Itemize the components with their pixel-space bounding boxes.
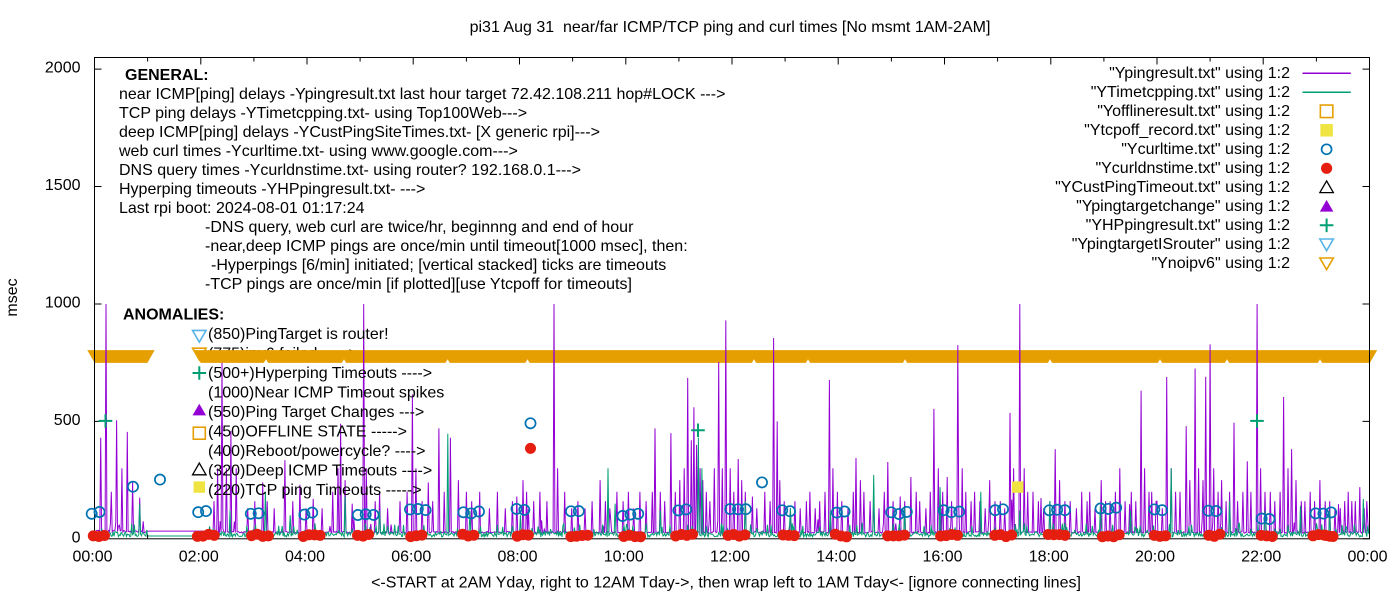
svg-text:-near,deep ICMP pings are once: -near,deep ICMP pings are once/min until… [205,238,688,255]
svg-text:"Ypingresult.txt" using 1:2: "Ypingresult.txt" using 1:2 [1109,65,1290,82]
svg-text:msec: msec [4,278,21,316]
svg-text:02:00: 02:00 [179,549,219,566]
svg-text:TCP ping delays -YTimetcpping.: TCP ping delays -YTimetcpping.txt- using… [119,105,527,122]
svg-text:22:00: 22:00 [1241,549,1281,566]
svg-text:1500: 1500 [45,177,81,194]
svg-text:"Ycurldnstime.txt" using 1:2: "Ycurldnstime.txt" using 1:2 [1095,160,1290,177]
svg-text:-DNS query, web curl are twice: -DNS query, web curl are twice/hr, begin… [205,219,634,236]
svg-text:500: 500 [54,412,81,429]
svg-text:ANOMALIES:: ANOMALIES: [123,307,224,324]
svg-text:"YHPpingresult.txt" using 1:2: "YHPpingresult.txt" using 1:2 [1086,217,1290,234]
svg-text:-TCP pings are once/min [if pl: -TCP pings are once/min [if plotted][use… [205,276,632,293]
svg-text:16:00: 16:00 [922,549,962,566]
svg-text:(320)Deep ICMP Timeouts ---->: (320)Deep ICMP Timeouts ----> [208,463,432,480]
svg-text:GENERAL:: GENERAL: [125,67,209,84]
svg-text:20:00: 20:00 [1135,549,1175,566]
svg-text:"Ycurltime.txt" using 1:2: "Ycurltime.txt" using 1:2 [1121,141,1290,158]
svg-text:"YTimetcpping.txt" using 1:2: "YTimetcpping.txt" using 1:2 [1091,84,1290,101]
svg-text:-Hyperpings [6/min] initiated;: -Hyperpings [6/min] initiated; [vertical… [211,257,666,274]
svg-text:"Ytcpoff_record.txt" using 1:2: "Ytcpoff_record.txt" using 1:2 [1084,122,1290,139]
svg-text:"Yofflineresult.txt" using 1:2: "Yofflineresult.txt" using 1:2 [1097,103,1290,120]
svg-text:04:00: 04:00 [285,549,325,566]
svg-text:06:00: 06:00 [391,549,431,566]
svg-text:(500+)Hyperping Timeouts ---->: (500+)Hyperping Timeouts ----> [208,365,432,382]
svg-text:(220)TCP ping Timeouts ----->: (220)TCP ping Timeouts -----> [208,482,422,499]
svg-text:deep ICMP[ping] delays -YCustP: deep ICMP[ping] delays -YCustPingSiteTim… [119,124,600,141]
svg-text:(1000)Near ICMP Timeout spikes: (1000)Near ICMP Timeout spikes [208,385,444,402]
svg-text:near ICMP[ping] delays -Ypingr: near ICMP[ping] delays -Ypingresult.txt … [119,86,725,103]
svg-text:00:00: 00:00 [1347,549,1387,566]
svg-text:12:00: 12:00 [710,549,750,566]
svg-text:(400)Reboot/powercycle? ---->: (400)Reboot/powercycle? ----> [208,443,425,460]
svg-text:00:00: 00:00 [72,549,112,566]
svg-text:14:00: 14:00 [816,549,856,566]
svg-text:18:00: 18:00 [1029,549,1069,566]
svg-text:(550)Ping Target Changes --->: (550)Ping Target Changes ---> [208,404,424,421]
svg-text:(450)OFFLINE STATE ----->: (450)OFFLINE STATE -----> [208,424,407,441]
svg-text:"Ynoipv6" using 1:2: "Ynoipv6" using 1:2 [1151,255,1290,272]
svg-text:<-START at 2AM Yday, right to: <-START at 2AM Yday, right to 12AM Tday-… [371,574,1081,591]
svg-text:10:00: 10:00 [604,549,644,566]
svg-text:1000: 1000 [45,295,81,312]
svg-text:08:00: 08:00 [497,549,537,566]
svg-text:"YCustPingTimeout.txt" using 1: "YCustPingTimeout.txt" using 1:2 [1055,179,1290,196]
svg-text:pi31 Aug 31 near/far ICMP/TCP: pi31 Aug 31 near/far ICMP/TCP ping and c… [470,19,991,36]
svg-text:"YpingtargetISrouter" using 1:: "YpingtargetISrouter" using 1:2 [1072,236,1290,253]
svg-text:"Ypingtargetchange" using 1:2: "Ypingtargetchange" using 1:2 [1076,198,1290,215]
svg-text:Last rpi boot: 2024-08-01 01:1: Last rpi boot: 2024-08-01 01:17:24 [119,200,365,217]
svg-text:0: 0 [72,529,81,546]
svg-text:Hyperping timeouts -YHPpingres: Hyperping timeouts -YHPpingresult.txt- -… [119,181,425,198]
svg-text:2000: 2000 [45,60,81,77]
svg-text:(850)PingTarget is router!: (850)PingTarget is router! [208,326,389,343]
svg-text:web curl times -Ycurltime.txt-: web curl times -Ycurltime.txt- using www… [118,143,518,160]
svg-text:DNS query times -Ycurldnstime.: DNS query times -Ycurldnstime.txt- using… [119,162,581,179]
